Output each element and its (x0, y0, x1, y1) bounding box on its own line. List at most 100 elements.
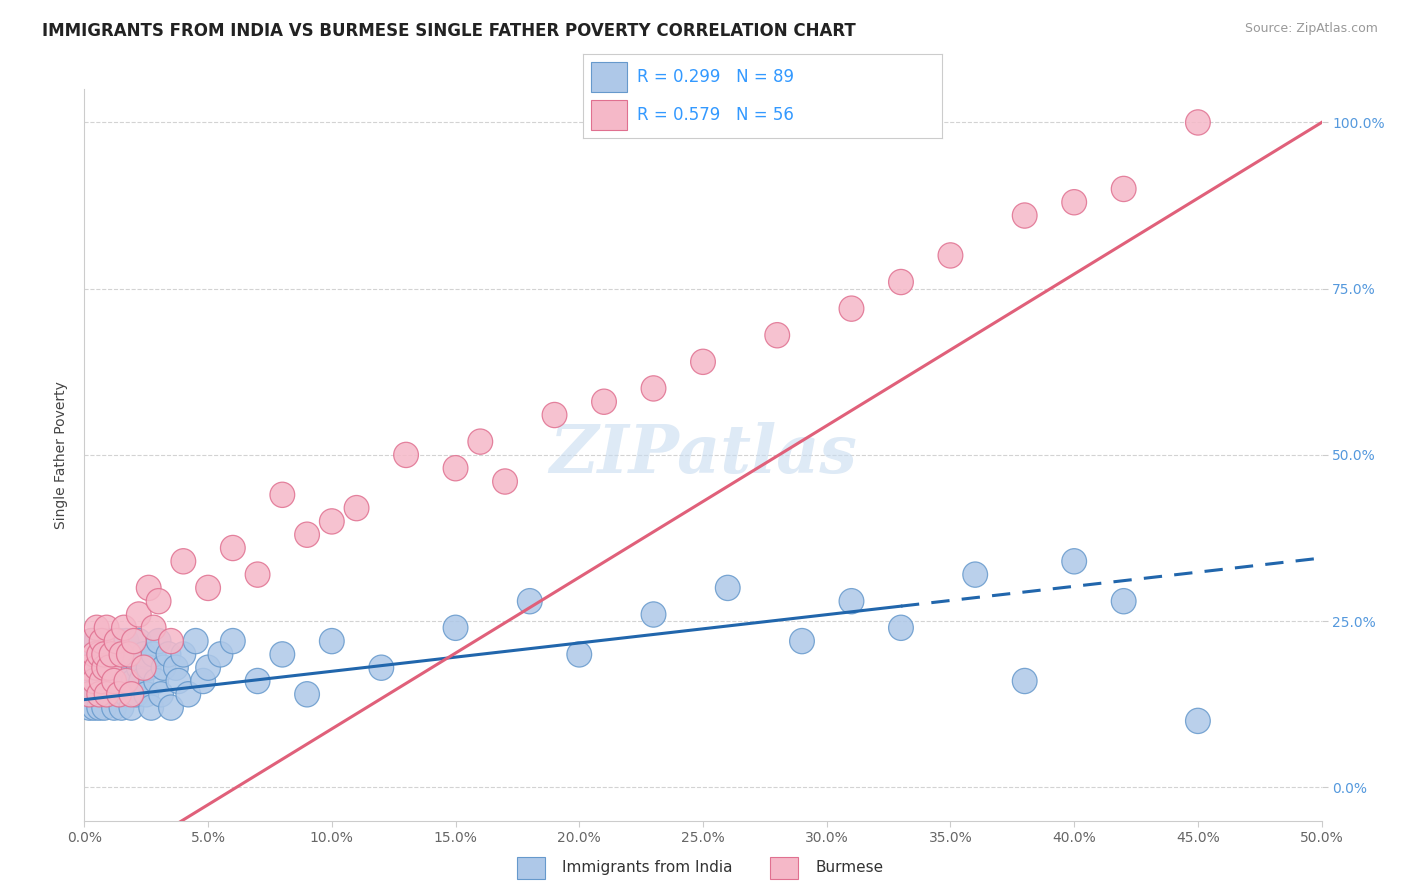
Ellipse shape (114, 668, 139, 694)
Ellipse shape (166, 668, 191, 694)
Ellipse shape (104, 655, 129, 681)
Ellipse shape (195, 575, 221, 600)
Ellipse shape (94, 615, 120, 640)
Ellipse shape (124, 681, 149, 707)
Ellipse shape (104, 629, 129, 654)
Ellipse shape (90, 655, 114, 681)
Ellipse shape (839, 589, 863, 614)
Ellipse shape (100, 641, 124, 667)
Ellipse shape (117, 655, 141, 681)
FancyBboxPatch shape (591, 100, 627, 130)
Ellipse shape (129, 668, 153, 694)
Ellipse shape (394, 442, 419, 467)
Ellipse shape (114, 629, 139, 654)
Ellipse shape (87, 641, 111, 667)
Ellipse shape (121, 641, 146, 667)
Ellipse shape (111, 615, 136, 640)
Ellipse shape (146, 629, 172, 654)
Text: Burmese: Burmese (815, 860, 883, 874)
Ellipse shape (159, 629, 183, 654)
Ellipse shape (84, 615, 110, 640)
Ellipse shape (77, 641, 101, 667)
Ellipse shape (94, 681, 120, 707)
Ellipse shape (319, 629, 344, 654)
Ellipse shape (141, 615, 166, 640)
Ellipse shape (172, 549, 195, 574)
Ellipse shape (492, 469, 517, 494)
Ellipse shape (1111, 177, 1136, 202)
Ellipse shape (1111, 589, 1136, 614)
Ellipse shape (163, 655, 188, 681)
Ellipse shape (77, 695, 101, 720)
Ellipse shape (90, 629, 114, 654)
Ellipse shape (136, 575, 162, 600)
Ellipse shape (94, 655, 120, 681)
Ellipse shape (101, 668, 127, 694)
Ellipse shape (765, 323, 790, 348)
Text: ZIPatlas: ZIPatlas (550, 423, 856, 487)
Ellipse shape (97, 668, 121, 694)
Ellipse shape (149, 681, 173, 707)
Ellipse shape (156, 641, 181, 667)
Ellipse shape (91, 641, 117, 667)
Ellipse shape (1185, 708, 1211, 733)
Ellipse shape (963, 562, 987, 587)
Ellipse shape (97, 655, 121, 681)
Ellipse shape (1062, 190, 1087, 215)
Ellipse shape (221, 535, 245, 561)
FancyBboxPatch shape (517, 857, 546, 879)
Ellipse shape (84, 655, 110, 681)
Ellipse shape (127, 629, 152, 654)
Ellipse shape (111, 641, 136, 667)
Ellipse shape (131, 655, 156, 681)
Ellipse shape (84, 629, 110, 654)
Ellipse shape (716, 575, 740, 600)
Ellipse shape (82, 641, 107, 667)
Ellipse shape (91, 668, 117, 694)
Ellipse shape (319, 508, 344, 534)
Ellipse shape (152, 655, 176, 681)
Ellipse shape (208, 641, 233, 667)
Ellipse shape (107, 681, 131, 707)
Ellipse shape (191, 668, 215, 694)
Ellipse shape (79, 629, 104, 654)
FancyBboxPatch shape (770, 857, 799, 879)
Ellipse shape (790, 629, 814, 654)
Ellipse shape (295, 522, 319, 548)
Ellipse shape (127, 655, 152, 681)
Ellipse shape (107, 681, 131, 707)
Ellipse shape (134, 681, 159, 707)
Ellipse shape (270, 483, 295, 508)
Ellipse shape (443, 456, 468, 481)
Ellipse shape (136, 655, 162, 681)
Ellipse shape (114, 681, 139, 707)
FancyBboxPatch shape (591, 62, 627, 92)
Ellipse shape (91, 655, 117, 681)
Ellipse shape (77, 681, 101, 707)
Ellipse shape (90, 675, 114, 700)
Ellipse shape (121, 629, 146, 654)
Ellipse shape (77, 668, 101, 694)
Ellipse shape (104, 641, 129, 667)
Ellipse shape (221, 629, 245, 654)
Ellipse shape (172, 641, 195, 667)
Ellipse shape (889, 269, 914, 294)
Ellipse shape (176, 681, 201, 707)
Ellipse shape (295, 681, 319, 707)
Ellipse shape (87, 641, 111, 667)
Ellipse shape (110, 695, 134, 720)
Ellipse shape (121, 668, 146, 694)
Ellipse shape (82, 641, 107, 667)
Ellipse shape (90, 629, 114, 654)
Ellipse shape (1062, 549, 1087, 574)
Ellipse shape (107, 629, 131, 654)
Ellipse shape (159, 695, 183, 720)
Ellipse shape (368, 655, 394, 681)
Y-axis label: Single Father Poverty: Single Father Poverty (55, 381, 69, 529)
Ellipse shape (270, 641, 295, 667)
Ellipse shape (1185, 110, 1211, 135)
Ellipse shape (146, 589, 172, 614)
Ellipse shape (567, 641, 592, 667)
Text: Source: ZipAtlas.com: Source: ZipAtlas.com (1244, 22, 1378, 36)
Text: Immigrants from India: Immigrants from India (562, 860, 733, 874)
